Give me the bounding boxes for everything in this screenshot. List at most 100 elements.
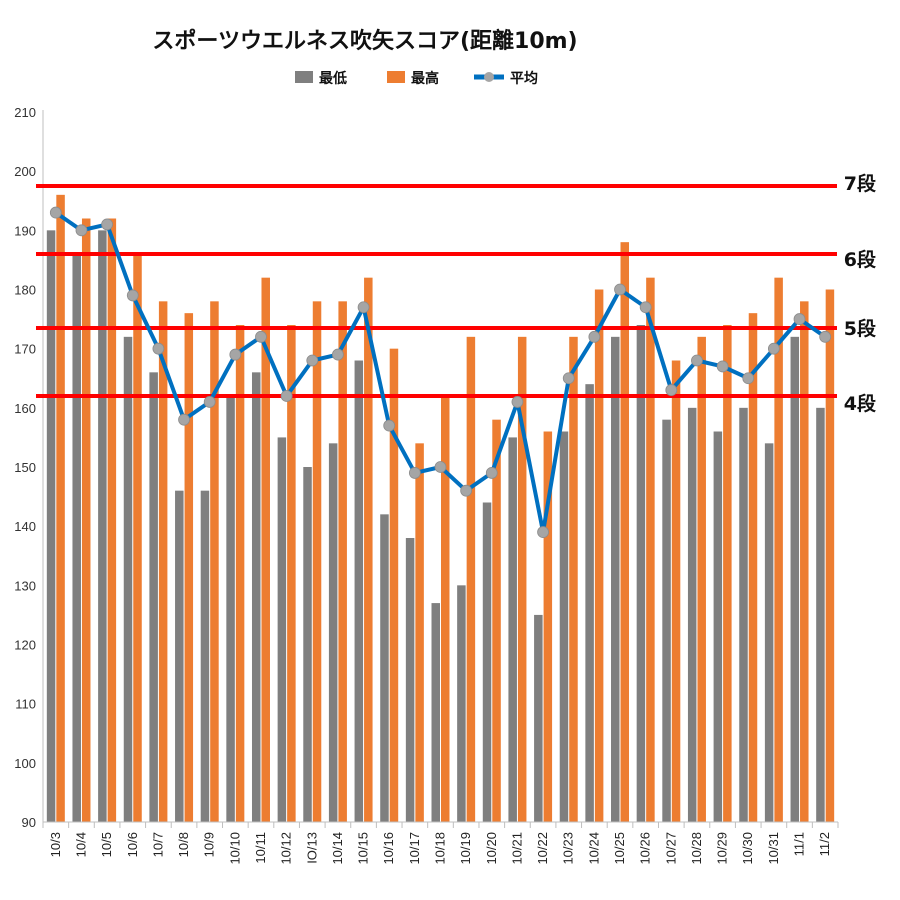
- bar-min: [457, 585, 466, 822]
- bar-min: [303, 467, 312, 822]
- bar-max: [723, 325, 732, 822]
- x-tick-label: 10/18: [433, 832, 448, 865]
- x-tick-label: 10/9: [202, 832, 217, 857]
- bar-min: [405, 538, 415, 822]
- avg-point: [537, 526, 549, 538]
- y-tick-label: 130: [14, 578, 36, 593]
- x-tick-label: 10/29: [715, 832, 730, 865]
- y-tick-label: 110: [15, 697, 36, 712]
- bar-max: [133, 254, 142, 822]
- x-tick-label: 10/25: [612, 832, 627, 865]
- bar-min: [534, 614, 543, 822]
- chart-title: スポーツウエルネス吹矢スコア(距離10m): [152, 28, 577, 54]
- bar-max: [569, 336, 578, 822]
- bar-min: [585, 384, 594, 822]
- y-tick-label: 210: [14, 105, 36, 120]
- bar-max: [158, 301, 168, 822]
- bar-max: [671, 360, 681, 822]
- reference-line-label: 6段: [844, 248, 877, 271]
- bar-max: [389, 348, 399, 822]
- bar-max: [825, 289, 835, 822]
- y-tick-label: 190: [14, 223, 36, 238]
- bar-min: [482, 502, 492, 822]
- avg-point: [280, 390, 293, 402]
- avg-point: [306, 354, 319, 367]
- bar-min: [277, 437, 287, 822]
- bar-max: [235, 325, 245, 822]
- bar-min: [226, 396, 235, 822]
- bar-min: [175, 490, 184, 822]
- avg-point: [101, 218, 114, 231]
- bar-min: [611, 336, 620, 822]
- x-tick-label: 10/7: [150, 832, 165, 857]
- legend-marker-avg: [484, 72, 494, 82]
- y-tick-label: 120: [14, 638, 36, 653]
- y-tick-label: 170: [14, 342, 36, 357]
- bar-max: [81, 218, 91, 822]
- x-tick-label: 10/20: [484, 832, 499, 865]
- avg-point: [819, 330, 832, 343]
- x-tick-label: 10/26: [638, 832, 653, 865]
- avg-point: [639, 301, 652, 314]
- bar-max: [364, 277, 373, 823]
- x-tick-label: 10/28: [689, 832, 704, 865]
- y-tick-label: 100: [14, 756, 36, 771]
- bar-max: [56, 194, 65, 823]
- bar-max: [543, 431, 553, 822]
- x-tick-label: 10/24: [586, 832, 601, 865]
- y-tick-label: 160: [14, 401, 36, 416]
- bar-min: [72, 254, 81, 822]
- bar-max: [646, 277, 655, 823]
- bar-min: [662, 419, 671, 822]
- x-tick-label: 11/2: [817, 832, 832, 856]
- bar-min: [46, 230, 56, 823]
- bar-min: [764, 443, 774, 822]
- x-tick-label: 10/3: [48, 832, 63, 857]
- avg-point: [716, 360, 729, 373]
- x-tick-label: 10/30: [740, 832, 755, 865]
- bar-min: [508, 437, 517, 822]
- bar-min: [328, 443, 338, 822]
- y-tick-label: 140: [14, 519, 36, 534]
- x-tick-label: 11/1: [792, 832, 807, 856]
- x-tick-label: 10/15: [356, 832, 371, 865]
- bar-max: [312, 301, 322, 822]
- avg-point: [75, 224, 88, 237]
- avg-point: [793, 313, 806, 325]
- avg-point: [408, 467, 421, 479]
- bar-min: [431, 603, 440, 822]
- x-tick-label: 10/12: [279, 832, 294, 865]
- avg-point: [614, 283, 626, 296]
- bar-min: [739, 407, 748, 822]
- reference-line-label: 4段: [844, 392, 877, 415]
- avg-point: [742, 372, 755, 385]
- avg-point: [49, 206, 62, 219]
- legend-label-min: 最低: [319, 70, 347, 87]
- reference-line-label: 5段: [844, 317, 877, 340]
- bar-min: [200, 490, 210, 822]
- x-tick-label: 10/23: [561, 832, 576, 865]
- x-tick-label: 10/27: [663, 832, 678, 865]
- bar-max: [261, 277, 270, 823]
- bar-min: [816, 407, 825, 822]
- y-tick-label: 150: [14, 460, 36, 475]
- avg-point: [383, 419, 396, 432]
- bar-max: [415, 443, 424, 822]
- bar-max: [107, 218, 117, 822]
- x-tick-label: 10/19: [458, 832, 473, 865]
- avg-point: [434, 461, 447, 473]
- legend: 最低 最高 平均: [295, 70, 538, 87]
- avg-point: [203, 396, 216, 408]
- legend-swatch-max: [387, 71, 405, 83]
- y-tick-label: 200: [14, 164, 36, 179]
- x-tick-label: 10/31: [766, 832, 781, 865]
- bar-min: [713, 431, 723, 822]
- avg-point: [665, 384, 678, 396]
- legend-label-max: 最高: [411, 70, 439, 87]
- bar-min: [687, 407, 697, 822]
- legend-label-avg: 平均: [510, 70, 538, 87]
- x-tick-label: 10/6: [125, 832, 140, 857]
- reference-line-label: 7段: [844, 172, 877, 195]
- bar-max: [210, 301, 219, 822]
